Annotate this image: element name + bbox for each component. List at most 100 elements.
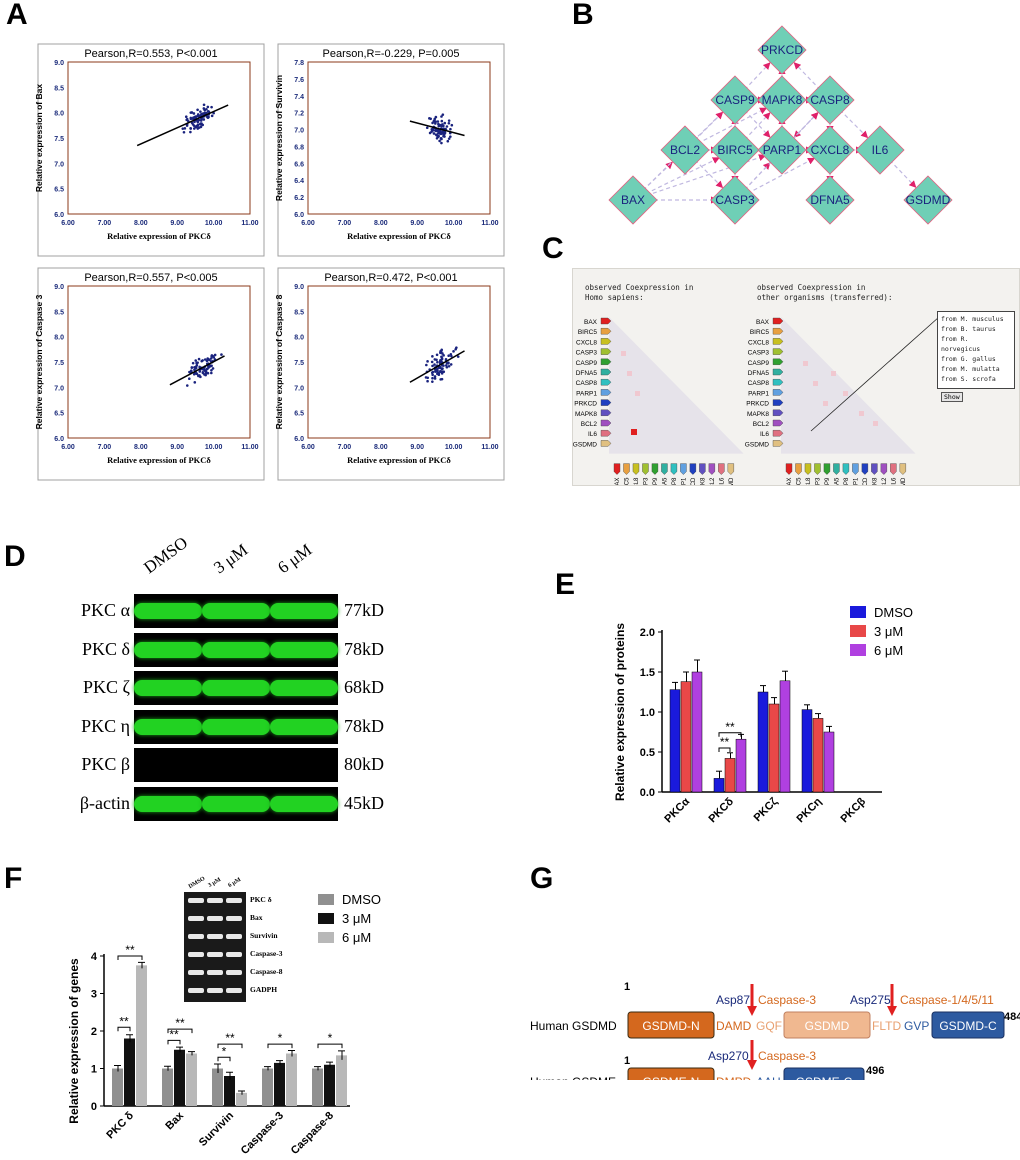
coexp-left-header-line1: observed Coexpression in: [585, 283, 694, 292]
scatter-title: Pearson,R=-0.229, P=0.005: [323, 48, 460, 60]
gene-color-tag: [600, 379, 612, 386]
legend-swatch: [318, 932, 334, 943]
gene-color-tag: [772, 440, 784, 447]
y-tick-label: 8.5: [54, 309, 64, 316]
scatter-point: [447, 364, 451, 368]
coexp-gene-row-label: CASP9: [748, 360, 770, 367]
gene-color-tag: [680, 463, 687, 475]
x-axis-label: Relative expression of PKCδ: [107, 455, 211, 465]
x-axis-label: Relative expression of PKCδ: [107, 231, 211, 241]
blot-band: [270, 795, 338, 812]
scatter-point: [189, 117, 193, 121]
coexp-gene-col-label: CASP9: [653, 477, 659, 485]
x-tick-label: 8.00: [134, 444, 148, 451]
y-axis-label: Relative expression of Survivin: [274, 75, 284, 201]
coexp-gene-col-label: CASP9: [825, 477, 831, 485]
x-tick-label: 6.00: [61, 220, 75, 227]
scatter-point: [196, 361, 199, 364]
blot-strip: [134, 671, 338, 705]
bar: [262, 1068, 273, 1106]
blot-strip: [134, 594, 338, 628]
scatter-point: [446, 139, 450, 143]
blot-band: [270, 680, 338, 696]
gene-color-tag: [600, 419, 612, 427]
coexp-gene-col-label: IL6: [719, 477, 725, 485]
gene-color-tag: [699, 463, 706, 475]
network-node-label: CASP9: [715, 93, 755, 107]
bar: [823, 731, 835, 793]
scatter-point: [436, 120, 440, 123]
gel-band: [226, 952, 242, 957]
x-tick-label: 10.00: [445, 444, 463, 451]
gel-image: [184, 892, 246, 1002]
scatter-point: [441, 113, 445, 116]
show-button[interactable]: Show: [941, 392, 963, 402]
blot-band: [134, 680, 202, 696]
scatter-point: [449, 352, 453, 356]
seq-label: GVP: [904, 1019, 929, 1033]
domain-label: GSDMD-N: [642, 1019, 699, 1033]
cleavage-site: Asp87: [716, 993, 750, 1007]
scatter-point: [211, 367, 215, 370]
coexp-gene-col-label: CXCL8: [634, 477, 640, 485]
coexp-gene-row-label: PARP1: [576, 390, 597, 397]
organism-list-box: from M. musculus from B. taurus from R. no…: [937, 311, 1015, 402]
scatter-title: Pearson,R=0.472, P<0.001: [324, 272, 457, 284]
legend-item: 3 μM: [318, 909, 381, 928]
network-node: [757, 75, 807, 125]
coexp-cell-weak: [823, 401, 828, 406]
x-tick-label: Bax: [163, 1109, 186, 1132]
scatter-point: [436, 135, 440, 139]
gel-band: [226, 898, 242, 903]
coexp-cell-weak: [831, 371, 836, 376]
y-axis-label: Relative expression of Caspase 3: [34, 294, 44, 429]
gel-band: [226, 934, 242, 939]
gene-color-tag: [861, 463, 869, 475]
scatter-point: [189, 127, 193, 130]
blot-strip: [134, 748, 338, 782]
domain-label: GSDME-C: [796, 1075, 853, 1080]
scatter-point: [194, 372, 197, 375]
gene-color-tag: [795, 463, 802, 475]
bar: [124, 1038, 135, 1106]
scatter-point: [203, 358, 207, 361]
bar: [324, 1064, 335, 1106]
gene-color-tag: [772, 348, 784, 355]
scatter-point: [440, 348, 444, 352]
scatter-point: [201, 359, 204, 362]
blot-strip: [134, 786, 338, 821]
blot-band: [202, 795, 270, 812]
scatter-point: [452, 350, 455, 353]
sig-bracket: [117, 955, 143, 960]
coexp-gene-row-label: BAX: [584, 319, 598, 326]
coexp-left-header-line2: Homo sapiens:: [585, 293, 644, 302]
scatter-point: [429, 117, 432, 121]
gene-color-tag: [600, 368, 612, 376]
scatter-point: [441, 367, 444, 370]
residue-end: 484: [1004, 1011, 1020, 1023]
panel-label-f: F: [4, 862, 23, 895]
y-tick-label: 7.6: [294, 77, 304, 84]
coexp-gene-col-label: DFNA5: [834, 477, 840, 485]
blot-band: [270, 603, 338, 619]
scatter-point: [190, 121, 194, 125]
network-node: [855, 125, 905, 175]
panel-e-bar-chart: 0.0 0.5 1.0 1.5 2.0 Relative expression of pr…: [613, 605, 913, 825]
y-tick-label: 6.6: [294, 161, 304, 168]
scatter-point: [425, 363, 428, 367]
y-tick-label: 9.0: [294, 284, 304, 291]
scatter-point: [192, 127, 196, 130]
y-tick-label: 8.5: [294, 309, 304, 316]
panel-f-bar-chart: 0 1 2 3 4 Relative expression of genes PKC δ Ba…: [67, 943, 350, 1157]
cleavage-site: Asp270: [708, 1049, 749, 1063]
gene-color-tag: [823, 463, 831, 475]
coexp-gene-col-label: BAX: [615, 478, 621, 485]
panel-g-domain-diagram: Human GSDMD 1 GSDMD-N DAMD GQF GSDMD FLTD GVP GS…: [530, 981, 1020, 1080]
scatter-point: [428, 131, 432, 135]
coexp-cell-weak: [843, 391, 848, 396]
scatter-point: [447, 354, 450, 358]
scatter-point: [196, 114, 200, 117]
legend-label: 3 μM: [342, 911, 372, 926]
coexp-gene-col-label: BIRC5: [624, 477, 630, 485]
sig-label: **: [169, 1027, 179, 1041]
